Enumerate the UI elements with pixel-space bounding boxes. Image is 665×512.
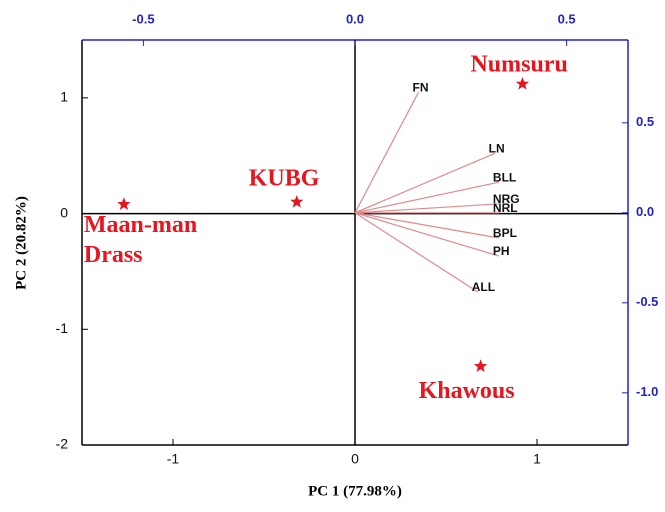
loading-vector — [354, 212, 479, 293]
x2-tick-label: 0.0 — [346, 11, 364, 26]
score-label: Maan-man — [84, 212, 197, 238]
score-point — [290, 195, 304, 208]
loading-label: FN — [412, 80, 428, 94]
loading-label: NRG — [493, 192, 520, 206]
x2-tick-label: 0.5 — [558, 11, 576, 26]
y2-tick-label: -1.0 — [636, 384, 658, 399]
loading-label: NRL — [493, 201, 518, 215]
loading-vector — [354, 91, 420, 214]
y-tick-label: -1 — [56, 320, 69, 336]
loading-vector — [354, 181, 500, 214]
y2-tick-label: -0.5 — [636, 294, 658, 309]
x2-tick-label: -0.5 — [132, 11, 154, 26]
y-tick-label: -2 — [56, 436, 69, 452]
y2-tick-label: 0.0 — [636, 204, 654, 219]
loading-vector — [354, 212, 500, 257]
score-label: Numsuru — [470, 51, 567, 77]
x-tick-label: 1 — [533, 451, 541, 467]
y-tick-label: 1 — [60, 89, 68, 105]
y-tick-label: 0 — [60, 204, 68, 220]
score-point — [473, 359, 488, 372]
y-axis-title: PC 2 (20.82%) — [13, 196, 29, 290]
score-label: Khawous — [419, 378, 515, 404]
x-tick-label: 0 — [351, 451, 359, 467]
loading-vector — [354, 212, 500, 239]
x-tick-label: -1 — [167, 451, 180, 467]
score-label: KUBG — [249, 166, 320, 192]
loading-vector — [354, 203, 499, 214]
score-label: Drass — [84, 242, 143, 268]
loading-vector — [354, 152, 495, 214]
loading-label: PH — [493, 244, 510, 258]
x-axis-title: PC 1 (77.98%) — [308, 483, 402, 499]
score-point — [117, 197, 131, 210]
y2-tick-label: 0.5 — [636, 114, 654, 129]
loading-label: BPL — [493, 226, 517, 240]
loading-label: BLL — [493, 170, 516, 184]
loading-label: ALL — [472, 280, 495, 294]
score-point — [515, 77, 530, 90]
loading-label: LN — [489, 142, 505, 156]
